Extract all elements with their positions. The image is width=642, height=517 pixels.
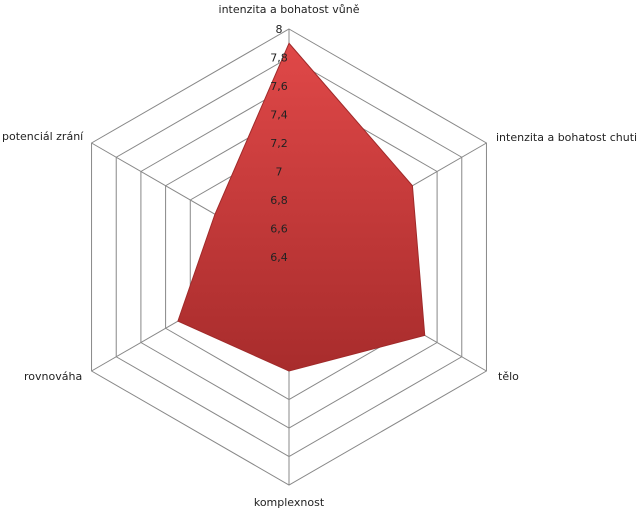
r-tick-label: 8	[276, 23, 283, 36]
r-tick-label: 6,4	[270, 251, 288, 264]
category-label: tělo	[498, 370, 519, 383]
category-label: intenzita a bohatost chuti	[496, 131, 637, 144]
r-tick-label: 7	[276, 166, 283, 179]
category-label: komplexnost	[254, 496, 325, 509]
r-tick-label: 6,6	[270, 223, 288, 236]
r-tick-label: 7,2	[270, 137, 288, 150]
category-label: intenzita a bohatost vůně	[219, 3, 360, 16]
r-tick-label: 7,4	[270, 109, 288, 122]
r-tick-label: 7,6	[270, 80, 288, 93]
r-tick-label: 6,8	[270, 194, 288, 207]
r-tick-label: 7,8	[270, 52, 288, 65]
category-label: potenciál zrání	[2, 130, 84, 143]
category-label: rovnováha	[24, 370, 82, 383]
data-area	[177, 42, 426, 372]
